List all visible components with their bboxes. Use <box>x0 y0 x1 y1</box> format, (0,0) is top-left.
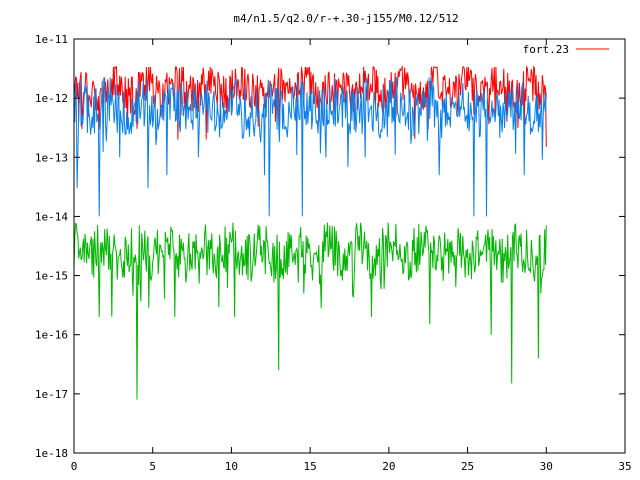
plot-frame <box>73 38 626 454</box>
ticks-layer: 0 5 10 15 20 25 30 35 1e-18 1e-17 1e-16 1e-15 1e-14 1… <box>35 33 632 473</box>
legend: fort.23 <box>523 43 609 56</box>
y-tick-label: 1e-14 <box>35 210 68 223</box>
series-layer <box>73 65 547 400</box>
series-line-2 <box>73 76 547 217</box>
x-tick-label: 30 <box>540 460 553 473</box>
x-tick-label: 10 <box>225 460 238 473</box>
y-tick-label: 1e-11 <box>35 33 68 46</box>
x-tick-label: 0 <box>71 460 78 473</box>
y-tick-label: 1e-18 <box>35 447 68 460</box>
x-tick-label: 20 <box>382 460 395 473</box>
x-tick-label: 15 <box>304 460 317 473</box>
x-tick-label: 25 <box>461 460 474 473</box>
legend-label-fort23: fort.23 <box>523 43 569 56</box>
series-line-3 <box>73 222 547 400</box>
y-tick-label: 1e-16 <box>35 329 68 342</box>
chart-title: m4/n1.5/q2.0/r-+.30-j155/M0.12/512 <box>233 12 458 25</box>
y-tick-label: 1e-17 <box>35 388 68 401</box>
x-tick-label: 35 <box>618 460 631 473</box>
y-tick-label: 1e-15 <box>35 270 68 283</box>
y-tick-label: 1e-13 <box>35 151 68 164</box>
x-tick-label: 5 <box>149 460 156 473</box>
y-tick-label: 1e-12 <box>35 92 68 105</box>
